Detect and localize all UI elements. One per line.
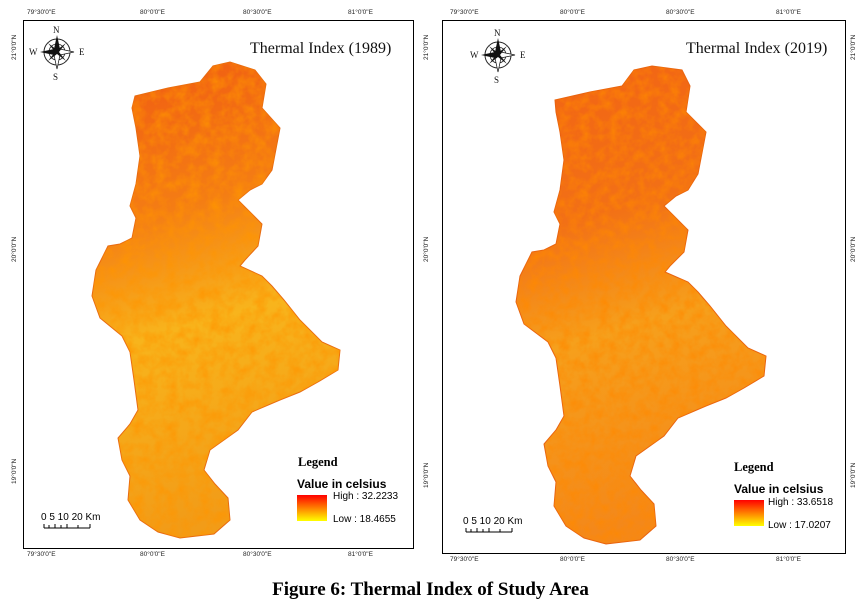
top-tick: 79°30'0"E xyxy=(450,9,479,16)
scale-bar xyxy=(43,524,91,529)
compass-south-label: S xyxy=(494,75,500,85)
top-tick: 81°0'0"E xyxy=(348,9,373,16)
bottom-tick: 80°30'0"E xyxy=(666,556,695,563)
legend-high-value: High : 33.6518 xyxy=(768,497,834,508)
compass-south-label: S xyxy=(53,72,59,82)
bottom-tick: 80°0'0"E xyxy=(560,556,585,563)
scale-bar xyxy=(465,528,513,533)
legend-title: Legend xyxy=(298,455,338,469)
top-tick: 80°30'0"E xyxy=(666,9,695,16)
compass-north-label: N xyxy=(494,28,501,38)
legend-color-ramp xyxy=(297,495,327,521)
scale-bar-label: 0 5 10 20 Km xyxy=(463,516,523,527)
top-tick: 81°0'0"E xyxy=(776,9,801,16)
study-area-map xyxy=(40,35,341,539)
scale-bar-label: 0 5 10 20 Km xyxy=(41,512,101,523)
bottom-tick: 81°0'0"E xyxy=(776,556,801,563)
study-area-map xyxy=(465,38,767,545)
top-tick: 80°30'0"E xyxy=(243,9,272,16)
map-title: Thermal Index (2019) xyxy=(686,40,828,57)
compass-east-label: E xyxy=(79,47,85,57)
compass-rose-icon xyxy=(481,38,516,73)
map-panel-2019: 79°30'0"E 80°0'0"E 80°30'0"E 81°0'0"E 79… xyxy=(420,0,861,563)
bottom-tick: 79°30'0"E xyxy=(450,556,479,563)
legend-subtitle: Value in celsius xyxy=(734,482,824,496)
legend-title: Legend xyxy=(734,460,774,474)
legend-subtitle: Value in celsius xyxy=(297,477,387,491)
bottom-tick: 80°0'0"E xyxy=(140,551,165,558)
bottom-tick: 81°0'0"E xyxy=(348,551,373,558)
top-tick: 79°30'0"E xyxy=(27,9,56,16)
compass-north-label: N xyxy=(53,25,60,35)
compass-rose-icon xyxy=(40,35,75,70)
top-tick: 80°0'0"E xyxy=(140,9,165,16)
legend-high-value: High : 32.2233 xyxy=(333,491,399,502)
map-panel-1989: 79°30'0"E 80°0'0"E 80°30'0"E 81°0'0"E 79… xyxy=(0,0,420,560)
compass-east-label: E xyxy=(520,50,526,60)
legend-low-value: Low : 18.4655 xyxy=(333,514,396,525)
legend-low-value: Low : 17.0207 xyxy=(768,520,831,531)
figure-caption: Figure 6: Thermal Index of Study Area xyxy=(272,579,589,600)
bottom-tick: 80°30'0"E xyxy=(243,551,272,558)
map-title: Thermal Index (1989) xyxy=(250,40,392,57)
compass-west-label: W xyxy=(470,50,479,60)
legend-color-ramp xyxy=(734,500,764,526)
top-tick: 80°0'0"E xyxy=(560,9,585,16)
compass-west-label: W xyxy=(29,47,38,57)
bottom-tick: 79°30'0"E xyxy=(27,551,56,558)
